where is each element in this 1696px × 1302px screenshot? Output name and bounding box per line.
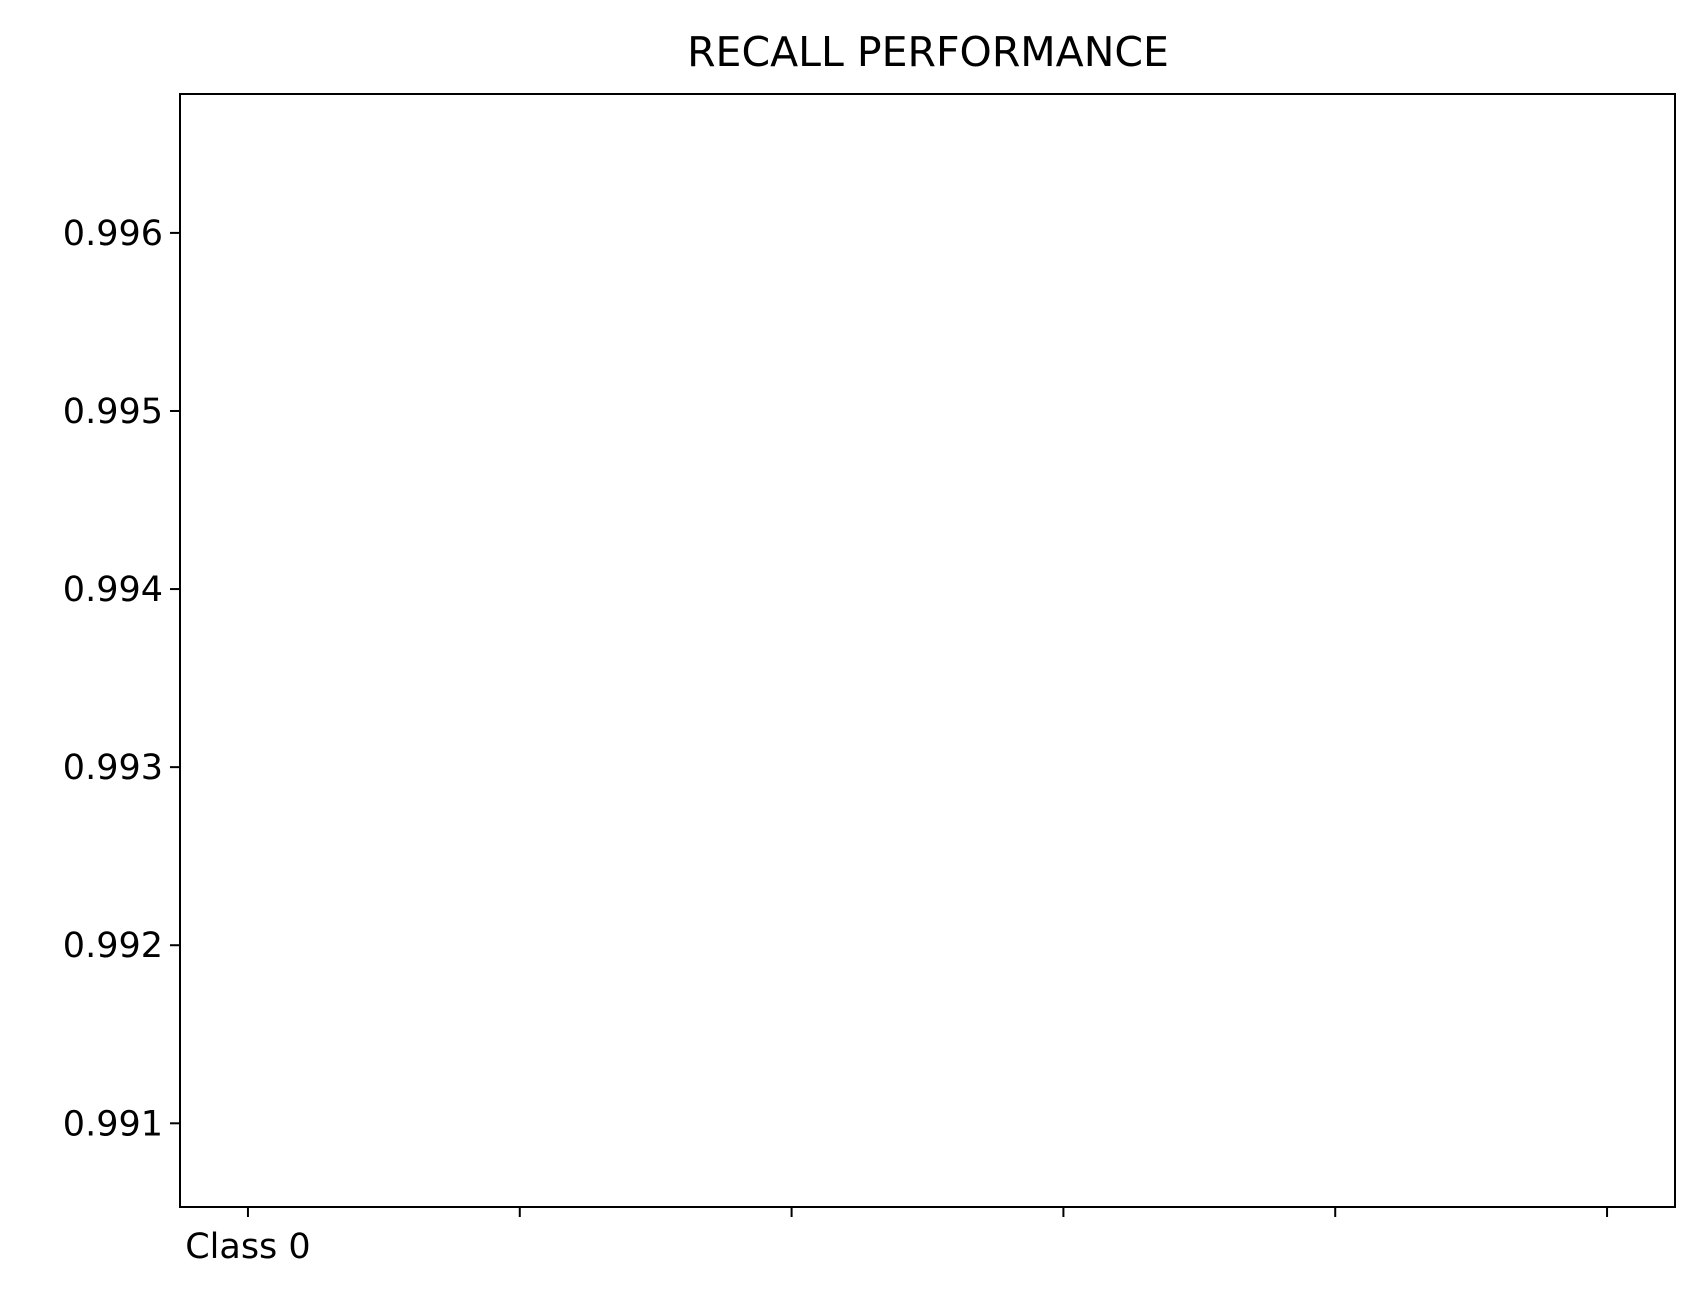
y-tick-label: 0.991 <box>63 1104 163 1144</box>
plot-area <box>179 93 1676 1208</box>
y-tick-label: 0.995 <box>63 392 163 432</box>
chart-title: RECALL PERFORMANCE <box>687 28 1169 76</box>
x-axis: Class 0 <box>185 1207 1609 1267</box>
y-axis: 0.991 0.992 0.993 0.994 0.995 0.996 <box>63 214 180 1144</box>
y-tick-label: 0.996 <box>63 214 163 254</box>
plot-frame <box>179 93 1676 1208</box>
y-tick-label: 0.992 <box>63 926 163 966</box>
y-tick-label: 0.994 <box>63 570 163 610</box>
y-tick-label: 0.993 <box>63 748 163 788</box>
x-tick-label: Class 0 <box>185 1227 310 1267</box>
plot-background <box>180 94 1675 1207</box>
